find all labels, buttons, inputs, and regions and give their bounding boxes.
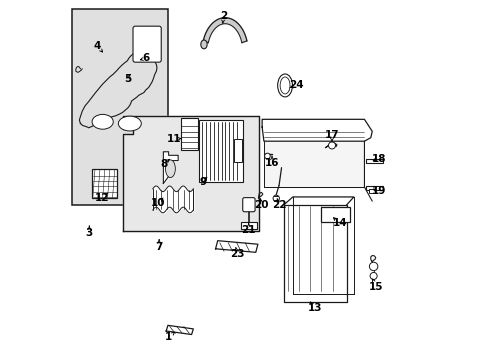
- Polygon shape: [122, 117, 258, 231]
- Ellipse shape: [92, 114, 113, 129]
- Text: 20: 20: [254, 201, 268, 210]
- Text: 1: 1: [164, 332, 172, 342]
- Text: 2: 2: [219, 11, 226, 21]
- Text: 11: 11: [166, 134, 181, 144]
- Bar: [92, 170, 117, 198]
- Circle shape: [328, 142, 335, 149]
- Text: 21: 21: [241, 225, 255, 235]
- Polygon shape: [262, 119, 371, 141]
- Text: 10: 10: [150, 198, 165, 208]
- Ellipse shape: [277, 74, 292, 97]
- Circle shape: [272, 195, 279, 202]
- Text: 5: 5: [124, 75, 131, 85]
- Circle shape: [368, 262, 377, 271]
- Text: 24: 24: [289, 80, 304, 90]
- Text: 23: 23: [230, 249, 244, 259]
- Ellipse shape: [118, 116, 141, 131]
- Polygon shape: [264, 141, 364, 187]
- Text: 16: 16: [264, 158, 279, 168]
- Polygon shape: [203, 18, 246, 43]
- Text: 4: 4: [93, 41, 101, 51]
- Text: 19: 19: [370, 186, 385, 196]
- Text: 6: 6: [142, 53, 149, 63]
- Bar: [233, 139, 241, 162]
- Bar: [181, 118, 198, 150]
- Text: 13: 13: [307, 303, 322, 313]
- FancyBboxPatch shape: [133, 26, 161, 62]
- Bar: [198, 120, 242, 182]
- Ellipse shape: [201, 40, 207, 49]
- Bar: [366, 186, 383, 190]
- Text: 3: 3: [85, 228, 93, 238]
- Bar: [368, 189, 374, 193]
- Circle shape: [369, 273, 376, 279]
- Bar: [321, 207, 349, 222]
- Ellipse shape: [280, 77, 289, 94]
- Text: 12: 12: [94, 193, 109, 203]
- Text: 7: 7: [155, 242, 163, 252]
- Text: 18: 18: [370, 154, 385, 164]
- Bar: [366, 159, 383, 163]
- Polygon shape: [284, 205, 346, 302]
- Text: 22: 22: [272, 201, 286, 210]
- Ellipse shape: [165, 160, 175, 177]
- FancyBboxPatch shape: [242, 198, 255, 212]
- Polygon shape: [163, 152, 178, 184]
- Polygon shape: [166, 325, 193, 334]
- Bar: [241, 222, 256, 229]
- Text: 8: 8: [160, 159, 167, 169]
- Text: 17: 17: [324, 130, 339, 140]
- Bar: [72, 9, 167, 205]
- Text: 14: 14: [332, 218, 346, 228]
- Text: 15: 15: [368, 282, 382, 292]
- Polygon shape: [215, 241, 257, 252]
- Circle shape: [264, 153, 270, 159]
- Text: 9: 9: [199, 177, 206, 187]
